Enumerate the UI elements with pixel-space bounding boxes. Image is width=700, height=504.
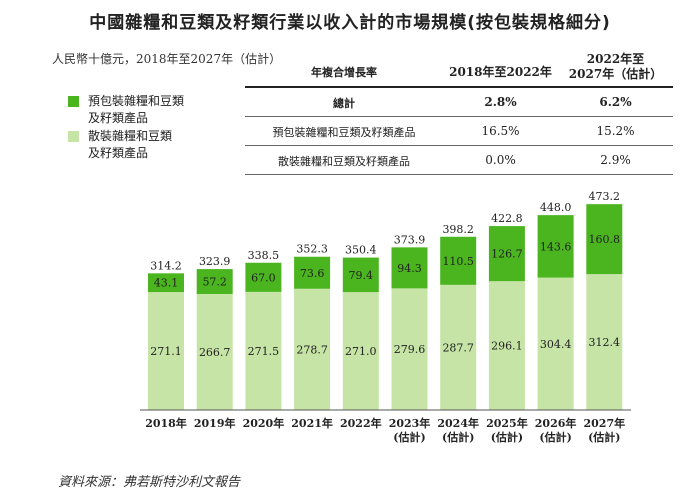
cagr-row-label: 總計 xyxy=(333,97,355,110)
bar-total-label: 422.8 xyxy=(491,212,523,225)
cagr-row-value-2: 2.9% xyxy=(600,153,631,167)
bar-bulk xyxy=(537,277,574,410)
bar-label-prepackaged: 110.5 xyxy=(442,255,474,268)
cagr-table-header: 年複合增長率 2018年至2022年 2022年至 2027年（估計） xyxy=(245,52,673,88)
x-tick-label: (估計) xyxy=(491,430,523,444)
bar-label-prepackaged: 67.0 xyxy=(251,271,276,284)
bar-label-bulk: 279.6 xyxy=(394,343,426,356)
bar-label-prepackaged: 79.4 xyxy=(349,269,374,282)
cagr-header-period-2: 2022年至 2027年（估計） xyxy=(568,52,663,81)
x-tick-label: 2024年 xyxy=(437,416,479,430)
cagr-row-value-1: 0.0% xyxy=(485,153,516,167)
cagr-row-prepackaged: 預包裝雜糧和豆類及籽類產品 16.5% 15.2% xyxy=(245,117,673,146)
cagr-header-label: 年複合增長率 xyxy=(311,66,377,79)
chart-title: 中國雜糧和豆類及籽類行業以收入計的市場規模(按包裝規格細分) xyxy=(89,13,611,33)
bar-prepackaged xyxy=(196,269,233,294)
bar-total-label: 338.5 xyxy=(248,249,280,262)
cagr-row-label: 散裝雜糧和豆類及籽類產品 xyxy=(278,155,410,168)
bar-label-bulk: 278.7 xyxy=(296,343,328,356)
bar-total-label: 314.2 xyxy=(150,259,182,272)
x-tick-label: 2025年 xyxy=(486,416,528,430)
bar-bulk xyxy=(440,284,477,410)
source-note: 資料來源：弗若斯特沙利文報告 xyxy=(58,475,241,490)
x-tick-label: 2020年 xyxy=(243,416,285,430)
bar-bulk xyxy=(391,288,428,410)
cagr-row-value-2: 6.2% xyxy=(599,95,632,109)
cagr-row-value-1: 2.8% xyxy=(484,95,517,109)
bar-label-prepackaged: 94.3 xyxy=(397,262,422,275)
legend-item-prepackaged: 預包裝雜糧和豆類 及籽類產品 xyxy=(68,93,238,127)
bar-label-prepackaged: 57.2 xyxy=(202,276,227,289)
bar-total-label: 323.9 xyxy=(199,255,231,268)
bar-prepackaged xyxy=(537,215,574,278)
x-tick-label: 2026年 xyxy=(535,416,577,430)
bar-prepackaged xyxy=(440,236,477,285)
x-tick-label: (估計) xyxy=(442,430,474,444)
x-tick-label: 2022年 xyxy=(340,416,382,430)
bar-total-label: 448.0 xyxy=(540,201,572,214)
x-tick-label: (估計) xyxy=(393,430,425,444)
cagr-header-period-1: 2018年至2022年 xyxy=(449,65,552,79)
bar-bulk xyxy=(342,292,379,410)
bar-prepackaged xyxy=(488,226,525,282)
bar-total-label: 350.4 xyxy=(345,244,377,257)
cagr-row-label: 預包裝雜糧和豆類及籽類產品 xyxy=(272,126,416,139)
x-tick-label: 2023年 xyxy=(389,416,431,430)
legend: 預包裝雜糧和豆類 及籽類產品 散裝雜糧和豆類 及籽類產品 xyxy=(68,93,238,163)
bar-label-prepackaged: 126.7 xyxy=(491,248,523,261)
bar-label-prepackaged: 43.1 xyxy=(154,277,179,290)
bar-label-bulk: 304.4 xyxy=(540,338,572,351)
bar-label-bulk: 271.0 xyxy=(345,345,377,358)
bar-label-bulk: 287.7 xyxy=(442,341,474,354)
bar-label-prepackaged: 160.8 xyxy=(589,233,621,246)
bar-label-bulk: 312.4 xyxy=(589,336,621,349)
bar-bulk xyxy=(586,274,623,410)
bar-label-prepackaged: 73.6 xyxy=(300,267,325,280)
bar-total-label: 352.3 xyxy=(296,243,328,256)
bar-label-prepackaged: 143.6 xyxy=(540,240,572,253)
bar-prepackaged xyxy=(148,273,184,293)
bar-bulk xyxy=(488,281,525,410)
bar-prepackaged xyxy=(586,204,623,275)
cagr-row-value-2: 15.2% xyxy=(596,124,635,138)
cagr-row-bulk: 散裝雜糧和豆類及籽類產品 0.0% 2.9% xyxy=(245,146,673,175)
legend-label-bulk: 散裝雜糧和豆類 及籽類產品 xyxy=(88,129,173,160)
x-tick-label: 2027年 xyxy=(583,416,625,430)
x-tick-label: (估計) xyxy=(588,430,620,444)
legend-swatch-prepackaged xyxy=(68,96,79,107)
bar-total-label: 398.2 xyxy=(442,223,474,236)
x-tick-label: 2019年 xyxy=(194,416,236,430)
bar-bulk xyxy=(294,288,331,410)
bar-prepackaged xyxy=(245,262,282,292)
cagr-row-value-1: 16.5% xyxy=(481,124,520,138)
x-tick-label: 2018年 xyxy=(145,416,187,430)
x-tick-label: (估計) xyxy=(539,430,571,444)
unit-note: 人民幣十億元，2018年至2027年（估計） xyxy=(52,52,282,66)
cagr-table: 年複合增長率 2018年至2022年 2022年至 2027年（估計） 總計 2… xyxy=(245,52,673,175)
bar-bulk xyxy=(245,291,282,410)
bar-bulk xyxy=(196,293,233,410)
legend-item-bulk: 散裝雜糧和豆類 及籽類產品 xyxy=(68,128,238,162)
bar-prepackaged xyxy=(391,247,428,289)
bar-label-bulk: 296.1 xyxy=(491,340,523,353)
cagr-row-total: 總計 2.8% 6.2% xyxy=(245,88,673,117)
bar-prepackaged xyxy=(342,257,379,293)
legend-label-prepackaged: 預包裝雜糧和豆類 及籽類產品 xyxy=(88,94,185,125)
x-tick-label: 2021年 xyxy=(291,416,333,430)
legend-swatch-bulk xyxy=(68,131,79,142)
bar-total-label: 373.9 xyxy=(394,233,426,246)
bar-label-bulk: 271.1 xyxy=(150,345,182,358)
bar-bulk xyxy=(148,292,184,410)
bar-label-bulk: 266.7 xyxy=(199,346,231,359)
bar-total-label: 473.2 xyxy=(589,190,621,203)
bar-label-bulk: 271.5 xyxy=(248,345,280,358)
bar-prepackaged xyxy=(294,256,331,289)
